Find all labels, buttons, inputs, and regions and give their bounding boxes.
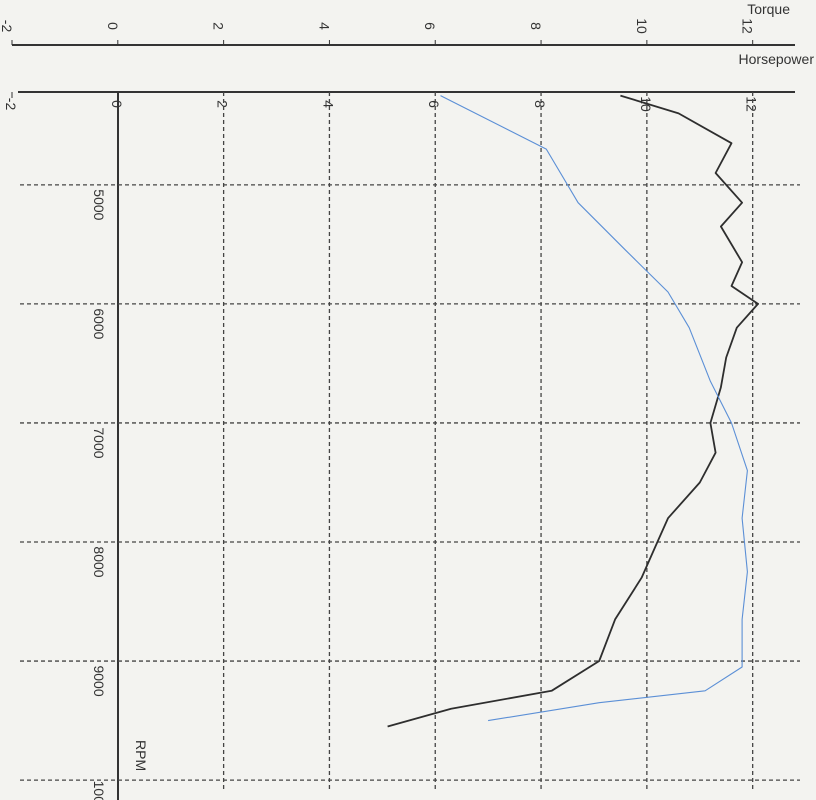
y-tick-label: 5000 — [91, 189, 107, 220]
y-tick-label: 8000 — [91, 546, 107, 577]
y-tick-label: 7000 — [91, 427, 107, 458]
torque-tick-label: 6 — [422, 22, 438, 30]
y-tick-label: 9000 — [91, 665, 107, 696]
y-tick-label: 10000 — [91, 781, 107, 800]
hp-tick-label: 0 — [109, 100, 125, 108]
horsepower-title: Horsepower — [739, 51, 815, 67]
hp-tick-label: 6 — [426, 100, 442, 108]
rpm-title: RPM — [133, 740, 149, 771]
torque-tick-label: 10 — [634, 18, 650, 34]
torque-tick-label: 4 — [316, 22, 332, 30]
hp-tick-label: 12 — [744, 96, 760, 112]
torque-tick-label: 2 — [211, 22, 227, 30]
hp-tick-label: -2 — [3, 98, 19, 111]
torque-tick-label: 12 — [740, 18, 756, 34]
torque-title: Torque — [747, 1, 790, 17]
hp-tick-label: 8 — [532, 100, 548, 108]
torque-tick-label: -2 — [0, 20, 15, 33]
series-line — [387, 94, 759, 728]
series-line — [440, 95, 748, 722]
y-tick-label: 6000 — [91, 308, 107, 339]
torque-tick-label: 0 — [105, 22, 121, 30]
hp-tick-label: 2 — [215, 100, 231, 108]
torque-tick-label: 8 — [528, 22, 544, 30]
hp-tick-label: 4 — [320, 100, 336, 108]
